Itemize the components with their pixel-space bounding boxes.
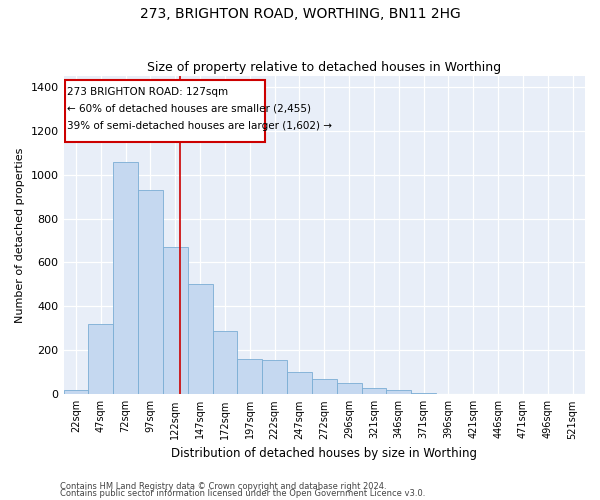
- Text: 273, BRIGHTON ROAD, WORTHING, BN11 2HG: 273, BRIGHTON ROAD, WORTHING, BN11 2HG: [140, 8, 460, 22]
- Bar: [362, 388, 386, 394]
- Bar: [188, 284, 212, 395]
- Bar: [262, 360, 287, 394]
- Bar: [312, 379, 337, 394]
- X-axis label: Distribution of detached houses by size in Worthing: Distribution of detached houses by size …: [171, 447, 477, 460]
- Bar: [337, 384, 362, 394]
- Text: 39% of semi-detached houses are larger (1,602) →: 39% of semi-detached houses are larger (…: [67, 121, 332, 131]
- Text: 273 BRIGHTON ROAD: 127sqm: 273 BRIGHTON ROAD: 127sqm: [67, 87, 229, 97]
- Bar: [65, 80, 265, 142]
- Bar: [138, 190, 163, 394]
- Bar: [238, 359, 262, 394]
- Bar: [212, 330, 238, 394]
- Title: Size of property relative to detached houses in Worthing: Size of property relative to detached ho…: [147, 62, 502, 74]
- Bar: [411, 392, 436, 394]
- Bar: [64, 390, 88, 394]
- Bar: [163, 247, 188, 394]
- Y-axis label: Number of detached properties: Number of detached properties: [15, 148, 25, 322]
- Bar: [287, 372, 312, 394]
- Bar: [113, 162, 138, 394]
- Bar: [88, 324, 113, 394]
- Text: Contains HM Land Registry data © Crown copyright and database right 2024.: Contains HM Land Registry data © Crown c…: [60, 482, 386, 491]
- Text: Contains public sector information licensed under the Open Government Licence v3: Contains public sector information licen…: [60, 489, 425, 498]
- Text: ← 60% of detached houses are smaller (2,455): ← 60% of detached houses are smaller (2,…: [67, 104, 311, 114]
- Bar: [386, 390, 411, 394]
